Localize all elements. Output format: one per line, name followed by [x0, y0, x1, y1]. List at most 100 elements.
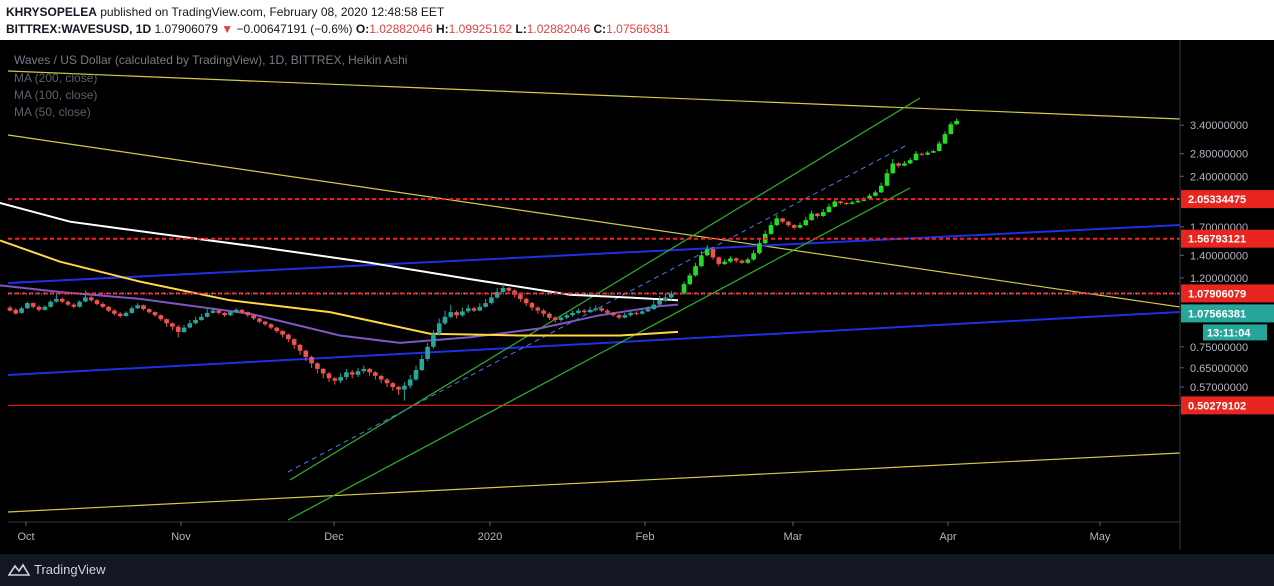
projection-candle-body — [704, 249, 710, 256]
candle-body — [25, 303, 30, 309]
candle-body — [210, 310, 216, 313]
price-label-text: 1.07906079 — [1188, 288, 1246, 300]
candle-body — [112, 310, 117, 314]
legend-ma200[interactable]: MA (200, close) — [14, 71, 97, 85]
candle-body — [222, 312, 227, 316]
candle-body — [634, 312, 639, 314]
candle-body — [286, 334, 291, 340]
candle-body — [274, 327, 280, 332]
yellow-trendline-lower — [7, 452, 1181, 513]
y-tick-label: 0.65000000 — [1190, 363, 1248, 375]
candle-body — [523, 298, 529, 304]
price-label-text: 1.07566381 — [1188, 308, 1246, 320]
projection-candle-body — [815, 213, 820, 216]
candle-body — [152, 312, 158, 316]
candle-body — [541, 310, 546, 314]
price-chart[interactable]: 3.400000002.800000002.400000001.70000000… — [0, 40, 1274, 554]
publisher-name[interactable]: KHRYSOPELEA — [6, 5, 97, 19]
candle-body — [193, 320, 198, 324]
candle-body — [83, 297, 88, 302]
open-value: 1.02882046 — [369, 22, 433, 36]
projection-candle-body — [873, 192, 878, 196]
candle-body — [547, 313, 552, 318]
candle-body — [564, 315, 570, 318]
projection-candle-body — [849, 202, 855, 204]
projection-candle-body — [780, 218, 785, 222]
candle-body — [535, 307, 541, 311]
candle-body — [436, 323, 442, 334]
candle-body — [36, 306, 42, 310]
tradingview-brand[interactable]: TradingView — [34, 562, 106, 577]
publish-line: KHRYSOPELEA published on TradingView.com… — [6, 5, 444, 19]
projection-candle-body — [942, 134, 948, 144]
projection-candle-body — [809, 213, 814, 220]
countdown-box — [1203, 324, 1267, 341]
projection-candle-body — [925, 152, 930, 155]
projection-candle-body — [826, 206, 832, 213]
candle-body — [54, 298, 59, 302]
ma200-line — [0, 202, 679, 302]
x-tick-label: May — [1090, 531, 1111, 543]
candle-body — [407, 379, 413, 386]
projection-candle-body — [757, 243, 762, 254]
high-label: H: — [435, 22, 449, 36]
y-tick-label: 1.20000000 — [1190, 273, 1248, 285]
candle-body — [123, 312, 129, 316]
candle-body — [506, 288, 512, 291]
x-tick-label: Nov — [171, 531, 191, 543]
ma50-line — [0, 239, 679, 337]
candle-body — [117, 313, 123, 317]
candle-body — [280, 331, 285, 335]
candle-body — [494, 292, 500, 298]
legend-ma50[interactable]: MA (50, close) — [14, 105, 91, 119]
candle-body — [489, 297, 494, 304]
axes-layer: 3.400000002.800000002.400000001.70000000… — [8, 40, 1274, 550]
candle-body — [500, 288, 506, 292]
projection-candle-body — [913, 153, 919, 161]
candle-body — [419, 359, 425, 370]
legend-ma100[interactable]: MA (100, close) — [14, 88, 97, 102]
projection-candle-body — [907, 160, 913, 164]
projection-candle-body — [791, 225, 797, 228]
projection-candle-body — [733, 258, 739, 261]
x-tick-label: Mar — [784, 531, 803, 543]
candle-body — [384, 379, 390, 384]
last-price: 1.07906079 — [154, 22, 218, 36]
candle-body — [378, 375, 384, 380]
moving-averages-layer — [0, 202, 679, 344]
candle-body — [344, 372, 349, 377]
close-label: C: — [593, 22, 607, 36]
candle-body — [355, 371, 361, 375]
candle-body — [338, 377, 343, 381]
candle-body — [71, 304, 77, 307]
candle-body — [663, 297, 668, 301]
candle-body — [141, 305, 146, 309]
low-value: 1.02882046 — [526, 22, 591, 36]
candle-body — [94, 300, 100, 304]
projection-candle-body — [902, 163, 907, 166]
projection-candle-body — [716, 257, 722, 264]
candle-body — [593, 308, 599, 310]
countdown-text: 13:11:04 — [1207, 327, 1251, 339]
candle-body — [88, 297, 94, 301]
blue-trendline-upper — [7, 224, 1181, 284]
projection-candle-body — [786, 221, 791, 226]
price-change: −0.00647191 (−0.6%) — [236, 22, 353, 36]
candle-body — [349, 372, 355, 375]
candle-body — [42, 306, 48, 310]
tradingview-logo-icon[interactable] — [8, 562, 30, 578]
candle-body — [581, 310, 587, 313]
candle-body — [454, 312, 459, 316]
candle-body — [622, 315, 628, 318]
candle-body — [552, 317, 558, 320]
candle-body — [587, 309, 593, 313]
candle-body — [477, 306, 483, 311]
candle-body — [645, 309, 651, 312]
candle-body — [77, 301, 82, 307]
candle-body — [320, 368, 326, 374]
candle-body — [48, 301, 53, 307]
projection-candle-body — [855, 200, 861, 203]
candle-body — [199, 316, 204, 320]
projection-candle-body — [745, 259, 751, 263]
blue-trendline-lower — [7, 311, 1181, 376]
